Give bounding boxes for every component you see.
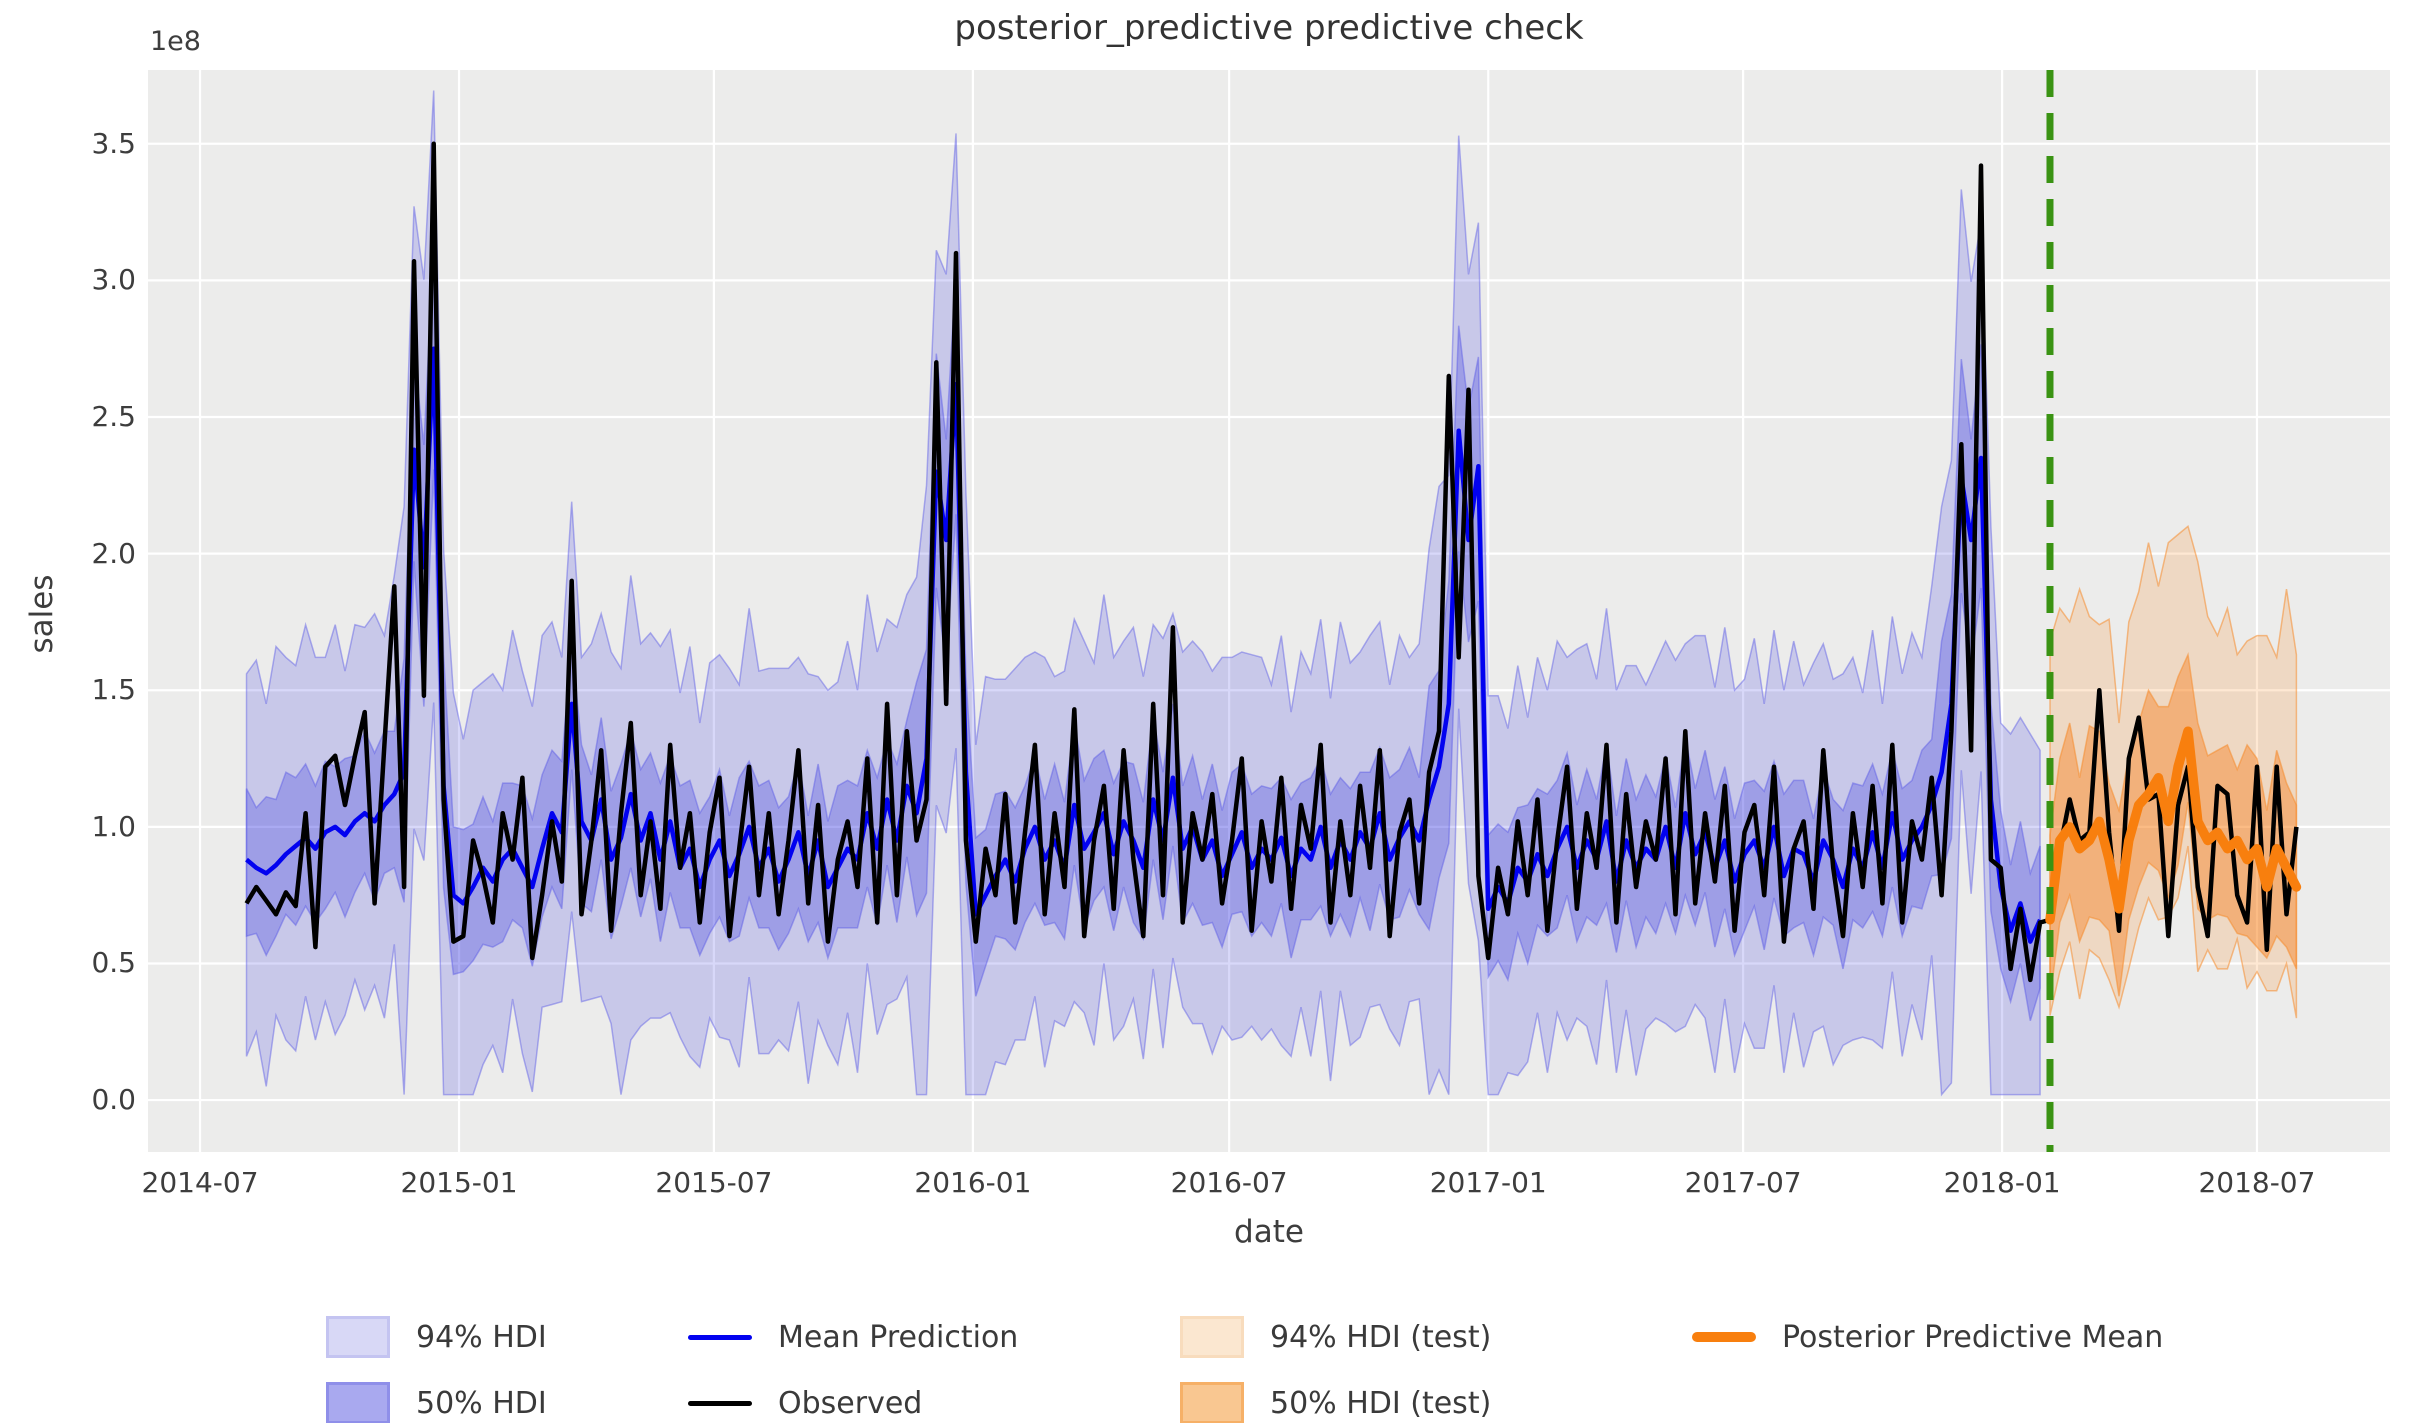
plot-area <box>148 70 2390 1152</box>
x-tick-label: 2015-07 <box>655 1166 773 1199</box>
legend-item-label: Observed <box>778 1385 923 1421</box>
legend-column: 94% HDI (test) 50% HDI (test) <box>1180 1312 1692 1423</box>
legend-item: 50% HDI <box>326 1378 688 1423</box>
legend-item: Posterior Predictive Mean <box>1692 1312 2312 1362</box>
y-axis-offset-label: 1e8 <box>150 26 201 57</box>
legend-swatch-icon <box>326 1316 390 1358</box>
legend-swatch-icon <box>326 1382 390 1423</box>
legend-item-label: 50% HDI (test) <box>1270 1385 1492 1421</box>
legend-item-label: Posterior Predictive Mean <box>1782 1319 2164 1355</box>
hdi50-band <box>245 243 2041 1022</box>
legend-line-icon <box>688 1400 752 1406</box>
x-tick-label: 2018-07 <box>2198 1166 2316 1199</box>
y-tick-label: 3.0 <box>91 263 136 297</box>
legend-item: Observed <box>688 1378 1180 1423</box>
legend-item: 50% HDI (test) <box>1180 1378 1692 1423</box>
legend-line-icon <box>688 1334 752 1340</box>
legend-item: 94% HDI <box>326 1312 688 1362</box>
legend-item: 94% HDI (test) <box>1180 1312 1692 1362</box>
legend-column: Posterior Predictive Mean <box>1692 1312 2312 1362</box>
legend-line-icon <box>1692 1332 1756 1342</box>
legend-swatch-icon <box>1180 1382 1244 1423</box>
y-tick-label: 1.5 <box>91 673 136 707</box>
plot-background <box>148 70 2390 1152</box>
observed-line <box>244 141 2299 983</box>
posterior-predictive-mean-line <box>2045 726 2302 925</box>
legend-item-label: Mean Prediction <box>778 1319 1019 1355</box>
y-tick-label: 3.5 <box>91 126 136 160</box>
legend-swatch-icon <box>1180 1316 1244 1358</box>
y-tick-label: 2.5 <box>91 400 136 433</box>
legend-column: Mean Prediction Observed <box>688 1312 1180 1423</box>
x-tick-label: 2017-07 <box>1684 1166 1802 1199</box>
legend-column: 94% HDI 50% HDI <box>326 1312 688 1423</box>
x-tick-label: 2016-01 <box>914 1166 1032 1199</box>
y-tick-label: 2.0 <box>91 536 136 570</box>
legend-item-label: 94% HDI <box>416 1319 547 1355</box>
legend-item-label: 94% HDI (test) <box>1270 1319 1492 1355</box>
x-tick-label: 2016-07 <box>1170 1166 1288 1199</box>
chart-canvas <box>148 70 2390 1152</box>
legend: 94% HDI 50% HDI Mean Prediction Observed 94%… <box>326 1312 2312 1423</box>
y-tick-label: 0.0 <box>91 1083 136 1117</box>
legend-item: Mean Prediction <box>688 1312 1180 1362</box>
x-tick-label: 2014-07 <box>141 1166 259 1199</box>
x-axis-label: date <box>1234 1214 1304 1250</box>
x-tick-label: 2017-01 <box>1429 1166 1547 1199</box>
chart-title: posterior_predictive predictive check <box>954 8 1584 48</box>
legend-item-label: 50% HDI <box>416 1385 547 1421</box>
x-tick-label: 2015-01 <box>400 1166 518 1199</box>
y-tick-label: 1.0 <box>91 809 136 843</box>
y-tick-label: 0.5 <box>91 946 136 980</box>
x-tick-label: 2018-01 <box>1943 1166 2061 1199</box>
